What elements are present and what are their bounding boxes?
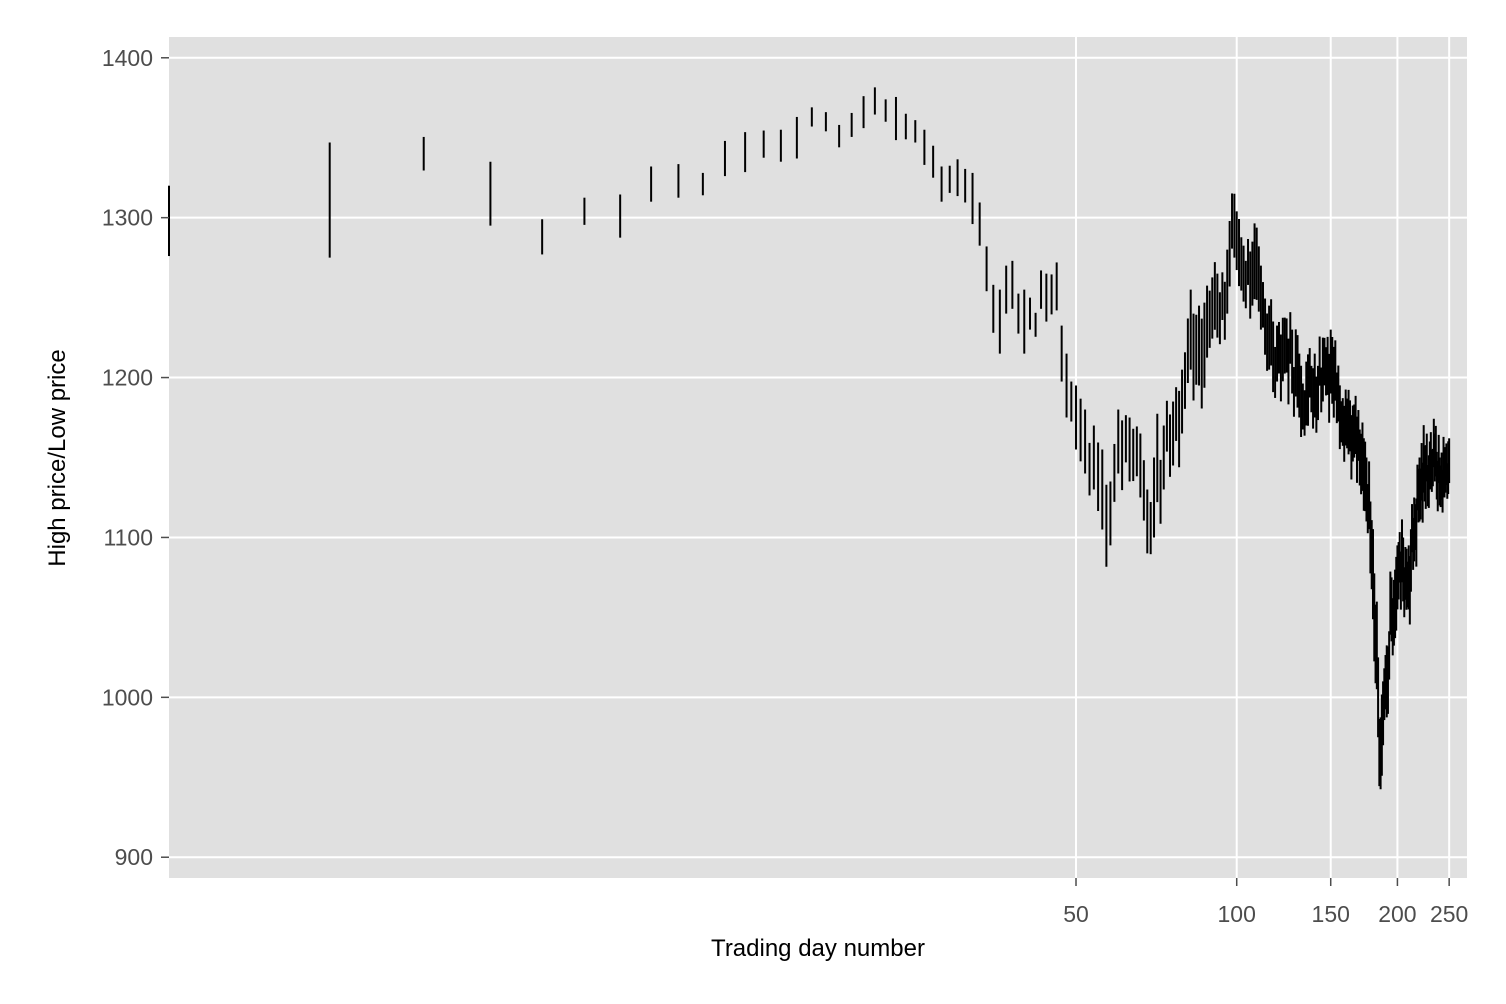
x-tick-label: 150	[1312, 901, 1350, 927]
x-axis-ticks: 50 100 150 200 250	[1063, 878, 1468, 927]
y-gridlines	[169, 56, 1467, 859]
x-axis-title: Trading day number	[711, 935, 925, 962]
y-axis-ticks: 900 1000 1100 1200 1300 1400	[102, 45, 169, 870]
x-tick-label: 50	[1063, 901, 1089, 927]
x-tick-label: 100	[1218, 901, 1256, 927]
y-tick-label: 1100	[104, 524, 153, 550]
x-tick-label: 250	[1430, 901, 1468, 927]
y-tick-label: 1000	[102, 684, 153, 710]
y-axis-title: High price/Low price	[44, 349, 71, 566]
y-tick-label: 1300	[102, 205, 153, 231]
x-gridlines	[1075, 37, 1451, 878]
x-tick-label: 200	[1378, 901, 1416, 927]
y-tick-label: 1400	[102, 45, 153, 71]
y-tick-label: 1200	[102, 365, 153, 391]
range-marks	[168, 87, 1451, 790]
y-tick-label: 900	[115, 844, 153, 870]
plot-panel	[169, 37, 1467, 878]
